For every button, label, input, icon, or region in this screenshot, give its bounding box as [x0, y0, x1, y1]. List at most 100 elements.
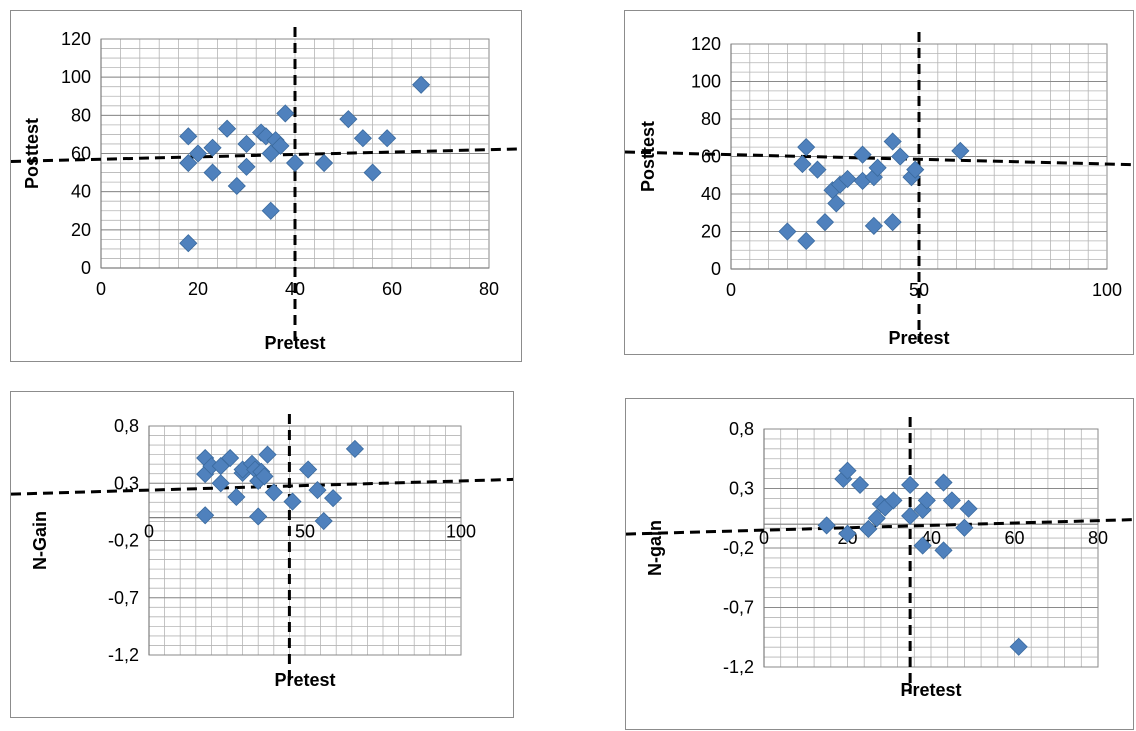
trend-line	[11, 477, 513, 496]
data-point	[951, 141, 970, 160]
x-tick-label: 60	[382, 279, 402, 299]
y-tick-label: -0,7	[108, 588, 139, 608]
data-point	[179, 153, 198, 173]
data-point	[793, 154, 812, 174]
data-point	[264, 483, 283, 502]
y-tick-label: -0,7	[723, 598, 754, 618]
x-axis-title: Pretest	[264, 333, 325, 353]
y-tick-label: -0,2	[108, 531, 139, 551]
x-tick-label: 80	[1088, 528, 1108, 548]
x-tick-label: 0	[96, 279, 106, 299]
plot-grid	[100, 38, 490, 269]
data-point	[838, 461, 857, 480]
data-points	[179, 75, 431, 253]
data-point	[850, 475, 870, 494]
data-point	[308, 481, 327, 500]
data-point	[867, 509, 886, 528]
x-tick-label: 60	[1004, 528, 1024, 548]
data-point	[955, 518, 974, 537]
data-point	[315, 153, 334, 173]
y-tick-label: 80	[71, 105, 91, 125]
data-point	[237, 134, 256, 154]
x-axis-title: Pretest	[274, 670, 335, 690]
data-point	[339, 110, 358, 129]
y-tick-label: 40	[701, 184, 721, 204]
y-tick-label: 0	[81, 258, 91, 278]
data-point	[778, 222, 797, 241]
chart-svg: -1,2-0,7-0,20,30,8020406080PretestN-gain	[626, 417, 1133, 700]
data-points	[196, 439, 364, 531]
data-point	[913, 536, 932, 555]
data-point	[412, 75, 431, 94]
data-point	[363, 163, 382, 182]
data-point	[853, 145, 872, 164]
data-point	[906, 160, 925, 179]
data-point	[797, 138, 816, 157]
data-point	[815, 213, 835, 232]
trend-line	[626, 518, 1133, 536]
data-point	[237, 157, 256, 176]
y-axis-title: Posttest	[638, 121, 658, 192]
data-point	[299, 460, 318, 479]
data-point	[345, 439, 364, 458]
chart-pretest-posttest-1: 020406080100120020406080PretestPosttest	[10, 10, 522, 362]
y-tick-label: -1,2	[108, 645, 139, 665]
data-point	[901, 475, 920, 494]
data-point	[271, 136, 290, 155]
trend-line	[625, 150, 1133, 167]
y-tick-label: 100	[61, 67, 91, 87]
y-tick-label: 80	[701, 109, 721, 129]
chart-pretest-ngain-2: -1,2-0,7-0,20,30,8020406080PretestN-gain	[625, 398, 1134, 730]
data-point	[934, 541, 953, 560]
data-point	[817, 516, 836, 535]
chart-svg: 020406080100120050100PretestPosttest	[625, 32, 1133, 348]
data-point	[353, 129, 372, 148]
y-axis-title: N-gain	[645, 520, 665, 576]
y-tick-label: -0,2	[723, 538, 754, 558]
data-point	[891, 147, 910, 166]
data-point	[179, 234, 198, 253]
data-point	[221, 448, 240, 468]
data-point	[917, 491, 936, 510]
data-point	[285, 153, 305, 173]
y-tick-label: 20	[71, 220, 91, 240]
data-point	[179, 127, 198, 146]
data-point	[864, 216, 883, 235]
x-axis-title: Pretest	[888, 328, 949, 348]
y-axis-title: Posttest	[22, 118, 42, 189]
data-points	[778, 132, 970, 250]
y-tick-label: 0,8	[114, 416, 139, 436]
data-point	[1009, 637, 1028, 656]
data-point	[324, 489, 343, 508]
x-tick-label: 100	[446, 522, 476, 542]
data-point	[838, 524, 857, 543]
plot-grid	[763, 428, 1099, 668]
y-tick-label: 120	[691, 34, 721, 54]
y-tick-label: 0,3	[729, 479, 754, 499]
y-tick-label: -1,2	[723, 657, 754, 677]
data-point	[276, 104, 295, 123]
data-point	[934, 473, 953, 492]
data-point	[188, 144, 208, 163]
data-point	[203, 138, 222, 157]
y-tick-label: 100	[691, 72, 721, 92]
data-point	[283, 492, 302, 511]
data-point	[901, 506, 920, 525]
data-point	[203, 163, 222, 182]
chart-pretest-ngain-1: -1,2 -0,7 -0,2 0,3 0,8 0 50 100 Pretest N-Gain	[10, 391, 514, 718]
x-tick-label: 80	[479, 279, 499, 299]
data-point	[868, 158, 887, 177]
data-point	[959, 499, 978, 518]
data-point	[797, 231, 816, 250]
y-tick-label: 20	[701, 222, 721, 242]
data-point	[261, 201, 280, 220]
x-axis-title: Pretest	[900, 680, 961, 700]
chart-pretest-posttest-2: 020406080100120050100PretestPosttest	[624, 10, 1134, 355]
data-point	[883, 132, 902, 151]
data-point	[884, 491, 903, 510]
y-tick-label: 60	[701, 147, 721, 167]
data-point	[808, 160, 827, 179]
x-tick-label: 20	[188, 279, 208, 299]
data-points	[817, 461, 1028, 656]
data-point	[211, 474, 230, 493]
